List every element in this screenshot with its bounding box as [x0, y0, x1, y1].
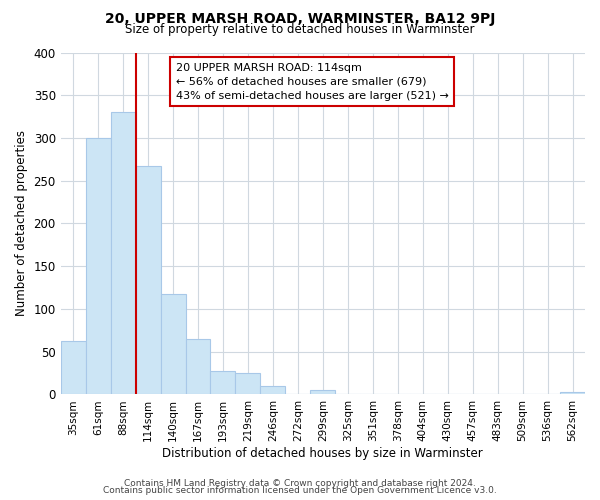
Bar — [235, 373, 260, 394]
Text: 20, UPPER MARSH ROAD, WARMINSTER, BA12 9PJ: 20, UPPER MARSH ROAD, WARMINSTER, BA12 9… — [105, 12, 495, 26]
Bar — [161, 294, 185, 394]
Bar — [560, 392, 585, 394]
Text: Contains public sector information licensed under the Open Government Licence v3: Contains public sector information licen… — [103, 486, 497, 495]
Bar — [61, 340, 86, 394]
Bar — [86, 138, 110, 394]
Bar — [310, 390, 335, 394]
Text: Contains HM Land Registry data © Crown copyright and database right 2024.: Contains HM Land Registry data © Crown c… — [124, 478, 476, 488]
X-axis label: Distribution of detached houses by size in Warminster: Distribution of detached houses by size … — [163, 447, 483, 460]
Bar — [136, 166, 161, 394]
Text: Size of property relative to detached houses in Warminster: Size of property relative to detached ho… — [125, 22, 475, 36]
Bar — [260, 386, 286, 394]
Bar — [185, 339, 211, 394]
Text: 20 UPPER MARSH ROAD: 114sqm
← 56% of detached houses are smaller (679)
43% of se: 20 UPPER MARSH ROAD: 114sqm ← 56% of det… — [176, 63, 449, 101]
Y-axis label: Number of detached properties: Number of detached properties — [15, 130, 28, 316]
Bar — [211, 370, 235, 394]
Bar — [110, 112, 136, 394]
